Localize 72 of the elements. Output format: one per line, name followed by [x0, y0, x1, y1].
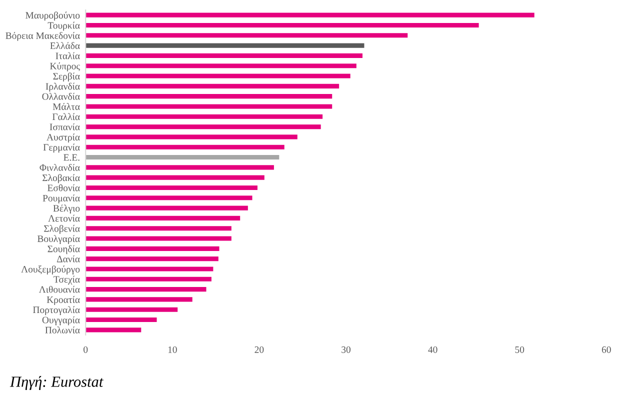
y-tick-label: Ιρλανδία: [46, 82, 80, 92]
bar: [86, 328, 142, 332]
text: Πηγή: Eurostat: [10, 376, 104, 390]
y-tick-label: Λιθουανία: [38, 286, 80, 293]
bar: [86, 94, 332, 99]
y-tick-label: Μάλτα: [52, 103, 80, 110]
y-tick-label: Ελλάδα: [50, 42, 80, 50]
x-tick-label: 30: [342, 346, 350, 353]
bar: [86, 216, 240, 220]
y-tick-label: Βόρεια Μακεδονία: [6, 32, 80, 41]
y-tick-label: Τουρκία: [48, 22, 80, 31]
y-tick-label: Δανία: [56, 255, 80, 262]
y-tick-label: Κύπρος: [50, 62, 80, 72]
bar: [86, 43, 364, 48]
y-tick-label: Ρουμανία: [42, 194, 80, 204]
y-tick-label: Πολωνία: [45, 326, 80, 334]
y-tick-label: Μαυροβούνιο: [26, 12, 80, 21]
bar: [86, 185, 258, 190]
bar: [86, 307, 178, 312]
bar: [86, 276, 212, 282]
y-tick-label: Βουλγαρία: [38, 235, 80, 244]
bar: [86, 196, 252, 200]
y-tick-label: Λετονία: [48, 214, 80, 222]
bar: [86, 317, 157, 322]
y-tick-label: Σουηδία: [48, 245, 80, 254]
bar: [86, 74, 350, 78]
bar: [86, 154, 280, 160]
bar: [86, 144, 284, 150]
bar: [86, 226, 232, 231]
bar: [86, 206, 248, 210]
bar: [86, 53, 362, 58]
bar: [86, 64, 356, 68]
x-tick-label: 0: [84, 346, 88, 353]
x-tick-label: 40: [428, 346, 438, 353]
y-tick-label: Ε.Ε.: [64, 154, 80, 161]
y-tick-label: Πορτογαλία: [33, 306, 80, 316]
y-tick-label: Γερμανία: [43, 144, 80, 153]
y-tick-label: Ολλανδία: [42, 92, 80, 100]
bar: [86, 246, 220, 251]
x-tick-label: 50: [515, 346, 524, 353]
bar: [86, 297, 192, 302]
bar: [86, 256, 218, 262]
bar: [86, 33, 408, 38]
y-tick-label: Εσθονία: [48, 184, 80, 192]
bar: [86, 124, 321, 130]
y-tick-label: Σερβία: [53, 72, 80, 82]
bar: [86, 104, 332, 109]
bar: [86, 236, 232, 241]
bar: [86, 114, 323, 119]
bar: [86, 84, 340, 88]
bar: [86, 266, 214, 272]
y-tick-label: Σλοβακία: [42, 174, 80, 184]
bar: [86, 175, 264, 180]
bar: [86, 134, 298, 140]
bar: [86, 12, 534, 18]
y-tick-label: Γαλλία: [52, 113, 80, 120]
x-tick-label: 10: [168, 346, 177, 353]
y-tick-label: Λουξεμβούργο: [21, 266, 80, 274]
x-tick-label: 60: [602, 346, 611, 353]
y-tick-label: Ισπανία: [50, 123, 80, 130]
y-tick-label: Ιταλία: [56, 52, 80, 60]
bar: [86, 165, 274, 170]
x-tick-label: 20: [254, 346, 264, 353]
y-tick-label: Κροατία: [46, 296, 80, 305]
bar: [86, 287, 206, 292]
y-tick-label: Αυστρία: [46, 134, 80, 142]
bar: [86, 22, 479, 28]
y-tick-label: Τσεχία: [54, 276, 80, 285]
y-tick-label: Βέλγιο: [53, 204, 80, 214]
y-tick-label: Φινλανδία: [40, 164, 80, 171]
y-tick-label: Σλοβενία: [44, 224, 80, 234]
y-tick-label: Ουγγαρία: [42, 316, 80, 326]
